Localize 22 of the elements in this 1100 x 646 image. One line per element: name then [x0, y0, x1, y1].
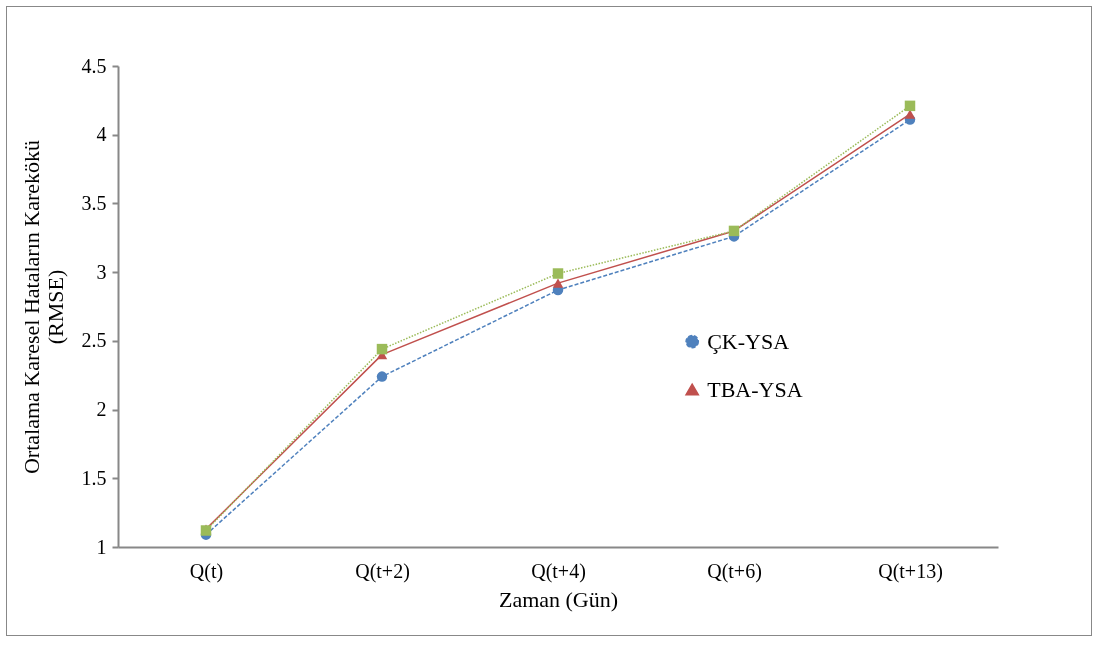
- x-tick-label: Q(t): [189, 559, 224, 583]
- x-axis-title: Zaman (Gün): [498, 586, 619, 612]
- y-tick-label: 2.5: [81, 329, 107, 352]
- x-tick-label: Q(t+13): [878, 559, 943, 583]
- point: [904, 100, 916, 112]
- y-tick-label: 4: [96, 123, 107, 146]
- y-axis-title: Ortalama Karesel Hataların Karekökü (RMSE): [18, 139, 68, 475]
- x-tick-label: Q(t+2): [355, 559, 410, 583]
- point: [552, 278, 564, 288]
- y-tick-label: 3.5: [81, 191, 107, 214]
- y-tick-label: 3: [96, 260, 107, 283]
- y-tick-label: 2: [96, 398, 107, 421]
- y-tick-label: 1: [96, 535, 107, 558]
- x-tick-label: Q(t+6): [707, 559, 762, 583]
- point: [376, 371, 388, 382]
- x-tick-label: Q(t+4): [531, 559, 586, 583]
- point: [376, 343, 388, 355]
- legend-label: TBA-YSA: [707, 376, 803, 402]
- y-tick-label: 4.5: [81, 54, 107, 77]
- y-tick-label: 1.5: [81, 466, 107, 489]
- legend-label: ÇK-YSA: [707, 328, 790, 354]
- point: [552, 268, 564, 279]
